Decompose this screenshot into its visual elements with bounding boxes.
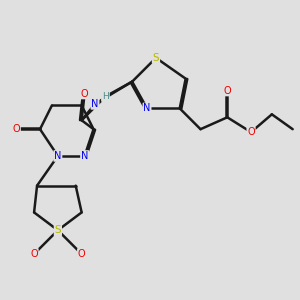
Text: N: N <box>143 103 151 113</box>
Text: O: O <box>247 127 255 137</box>
Text: N: N <box>91 99 99 109</box>
Text: O: O <box>30 249 38 259</box>
Text: H: H <box>102 92 109 101</box>
Text: N: N <box>54 151 61 161</box>
Text: O: O <box>78 249 86 259</box>
Text: O: O <box>12 124 20 134</box>
Text: S: S <box>55 225 61 235</box>
Text: O: O <box>224 85 231 96</box>
Text: O: O <box>81 88 88 98</box>
Text: H: H <box>102 92 109 101</box>
Text: S: S <box>153 53 159 63</box>
Text: N: N <box>81 151 88 161</box>
